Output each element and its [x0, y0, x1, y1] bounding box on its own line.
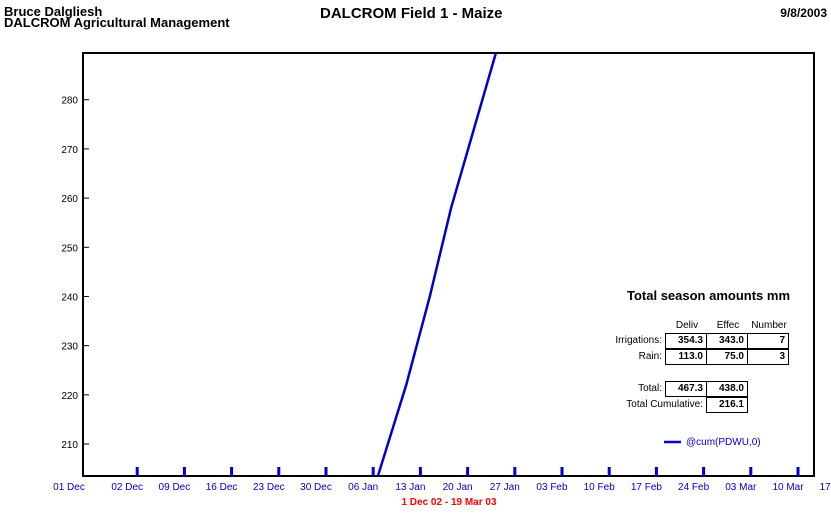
row-label-rain: Rain:: [638, 351, 662, 362]
plot-frame: [82, 52, 815, 477]
y-tick-label: 260: [61, 194, 78, 205]
col-header-deliv: Deliv: [675, 320, 699, 331]
x-tick-label: 17 Mar: [820, 482, 831, 493]
y-tick-label: 250: [61, 243, 78, 254]
x-tick-label: 01 Dec: [53, 482, 85, 493]
x-tick-label: 02 Dec: [111, 482, 143, 493]
x-tick-label: 09 Dec: [159, 482, 191, 493]
x-tick-label: 06 Jan: [348, 482, 378, 493]
irrigations-deliv: 354.3: [665, 333, 707, 349]
total-effec: 438.0: [706, 381, 748, 397]
y-axis: 210 220 230 240 250 260 270 280: [61, 96, 89, 451]
rain-deliv: 113.0: [665, 349, 707, 365]
x-axis-label: 1 Dec 02 - 19 Mar 03: [401, 497, 496, 508]
x-axis: 01 Dec 02 Dec 09 Dec 16 Dec 23 Dec 30 Dec 06 J…: [53, 467, 831, 493]
x-tick-label: 13 Jan: [395, 482, 425, 493]
user-name: Bruce Dalgliesh: [4, 4, 103, 19]
x-tick-label: 10 Mar: [772, 482, 804, 493]
report-date: 9/8/2003: [780, 6, 827, 20]
y-tick-label: 270: [61, 145, 78, 156]
series-layer: [376, 52, 498, 477]
x-tick-label: 16 Dec: [206, 482, 238, 493]
row-label-irrigations: Irrigations:: [615, 335, 662, 346]
y-tick-label: 210: [61, 440, 78, 451]
col-header-effec: Effec: [716, 320, 740, 331]
col-header-number: Number: [751, 320, 787, 331]
x-tick-label: 30 Dec: [300, 482, 332, 493]
y-tick-label: 220: [61, 391, 78, 402]
x-tick-label: 10 Feb: [584, 482, 616, 493]
x-tick-label: 03 Feb: [536, 482, 568, 493]
x-tick-label: 20 Jan: [443, 482, 473, 493]
irrigations-effec: 343.0: [706, 333, 748, 349]
x-tick-label: 27 Jan: [490, 482, 520, 493]
legend-entry: @cum(PDWU,0): [686, 437, 761, 448]
total-label: Total:: [638, 383, 662, 394]
summary-title: Total season amounts mm: [627, 288, 791, 303]
cumulative-label: Total Cumulative:: [626, 399, 703, 410]
x-tick-label: 03 Mar: [725, 482, 757, 493]
series-line: [376, 52, 498, 477]
organization-name: DALCROM Agricultural Management: [4, 15, 230, 30]
rain-effec: 75.0: [706, 349, 748, 365]
rain-number: 3: [747, 349, 789, 365]
x-tick-label: 17 Feb: [631, 482, 663, 493]
total-deliv: 467.3: [665, 381, 707, 397]
x-tick-label: 23 Dec: [253, 482, 285, 493]
y-tick-label: 230: [61, 342, 78, 353]
page-title: DALCROM Field 1 - Maize: [320, 5, 503, 22]
y-tick-label: 280: [61, 96, 78, 107]
x-tick-label: 24 Feb: [678, 482, 710, 493]
y-tick-label: 240: [61, 292, 78, 303]
irrigations-number: 7: [747, 333, 789, 349]
cumulative-value: 216.1: [706, 397, 748, 413]
header-left: Bruce Dalgliesh DALCROM Agricultural Man…: [4, 4, 230, 30]
